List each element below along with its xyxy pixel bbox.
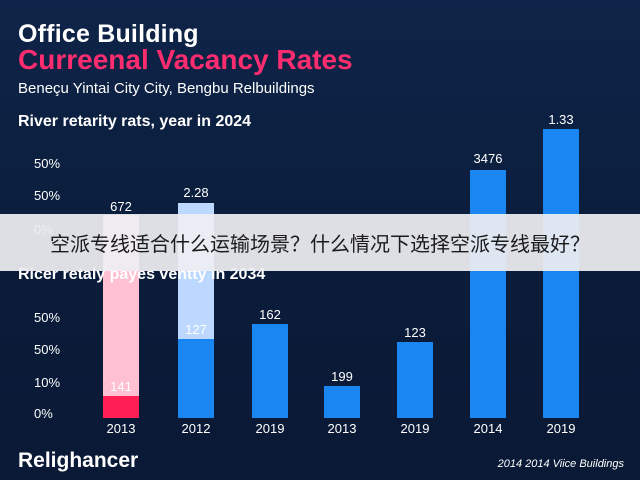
title-line-1: Office Building [18,20,199,48]
chart-2-y-tick: 0% [34,406,53,421]
chart-1-bar [543,129,579,418]
chart-2-y-tick: 50% [34,342,60,357]
chart-1-data-label: 2.28 [183,185,208,200]
chart-1-y-tick: 50% [34,188,60,203]
chart-2-bar [324,386,360,418]
chart-2-x-tick: 2019 [547,421,576,436]
chart-2-data-label: 199 [331,369,353,384]
footnote: 2014 2014 Viice Buildings [497,458,624,470]
overlay-banner: 空派专线适合什么运输场景？什么情况下选择空派专线最好？ [0,214,640,271]
chart-2-bar [252,324,288,418]
chart-1-bar [470,170,506,418]
chart-1-data-label: 1.33 [548,112,573,127]
chart-2-data-label: 162 [259,307,281,322]
chart-2-bar [178,339,214,418]
chart-2-x-tick: 2014 [474,421,503,436]
chart-2-y-tick: 50% [34,310,60,325]
chart-2-data-label: 127 [185,322,207,337]
banner-text: 空派专线适合什么运输场景？什么情况下选择空派专线最好？ [50,232,590,256]
chart-2-x-tick: 2019 [256,421,285,436]
subtitle: Beneçu Yintai City City, Bengbu Relbuild… [18,80,315,97]
chart-2-bar [397,342,433,418]
brand-name: Relighancer [18,449,139,472]
chart-2-x-tick: 2013 [328,421,357,436]
title-line-2: Curreenal Vacancy Rates [18,44,353,75]
chart-2-x-tick: 2012 [182,421,211,436]
chart-1-data-label: 3476 [474,151,503,166]
chart-2-x-tick: 2013 [107,421,136,436]
chart-1-title: River retarity rats, year in 2024 [18,113,252,130]
chart-2-data-label: 123 [404,325,426,340]
chart-1-y-tick: 50% [34,156,60,171]
chart-2-data-label: 141 [110,379,132,394]
chart-2-x-tick: 2019 [401,421,430,436]
chart-1-data-label: 672 [110,199,132,214]
chart-2-y-tick: 10% [34,375,60,390]
chart-2-bar [103,396,139,418]
